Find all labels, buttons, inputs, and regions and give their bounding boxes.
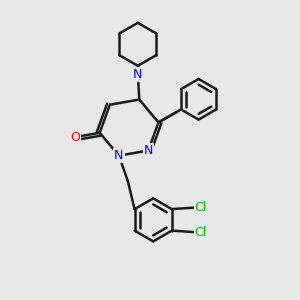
Text: N: N bbox=[144, 144, 153, 157]
Text: O: O bbox=[70, 131, 80, 144]
Text: N: N bbox=[114, 149, 124, 162]
Text: N: N bbox=[133, 68, 142, 81]
Text: Cl: Cl bbox=[195, 201, 207, 214]
Text: Cl: Cl bbox=[195, 226, 207, 238]
